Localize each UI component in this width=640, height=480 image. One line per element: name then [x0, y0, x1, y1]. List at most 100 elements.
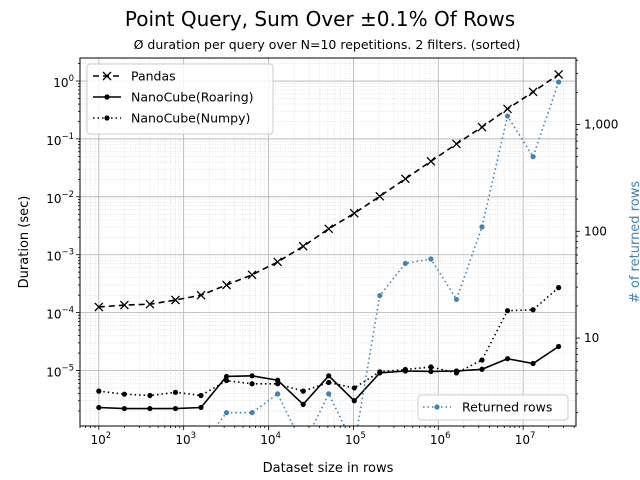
legend-label: Pandas — [131, 69, 176, 84]
legend-label: Returned rows — [462, 400, 552, 415]
data-point — [170, 295, 180, 305]
y-axis-label: Duration (sec) — [17, 196, 32, 289]
data-point — [147, 392, 153, 399]
legend-returned-rows: Returned rows — [417, 394, 569, 421]
x-tick-label: 102 — [90, 431, 111, 447]
chart-title: Point Query, Sum Over ±0.1% Of Rows — [125, 7, 515, 31]
data-point — [121, 405, 127, 412]
data-point — [249, 410, 255, 416]
data-point — [223, 377, 230, 384]
y-tick-label: 100 — [53, 74, 74, 90]
y-tick-label: 10−2 — [46, 190, 74, 206]
x-tick-label: 103 — [175, 431, 196, 447]
data-point — [351, 385, 357, 391]
data-point — [428, 368, 434, 375]
data-point — [426, 156, 436, 166]
legend-main: Pandas NanoCube(Roaring) NanoCube(Numpy) — [86, 63, 274, 135]
data-point — [349, 208, 359, 218]
y2-tick-label: 1,000 — [584, 118, 618, 132]
data-point — [451, 139, 461, 149]
data-point — [479, 366, 485, 372]
data-point — [528, 87, 538, 97]
data-point — [453, 296, 460, 303]
data-point — [530, 154, 536, 160]
series-layer — [94, 69, 564, 426]
data-point — [326, 391, 332, 397]
data-point — [273, 257, 283, 267]
data-point — [554, 69, 564, 79]
y-axis: 10−5 10−4 10−3 10−2 10−1 100 — [46, 63, 80, 412]
data-point — [503, 104, 512, 114]
data-point — [223, 410, 230, 416]
series-1 — [96, 343, 562, 412]
legend-marker — [104, 115, 110, 121]
data-point — [275, 381, 281, 387]
x-tick-label: 105 — [345, 431, 366, 447]
y2-axis-label: # of returned rows — [628, 181, 640, 303]
data-point — [121, 391, 127, 397]
data-point — [428, 364, 434, 370]
data-point — [249, 381, 255, 387]
data-point — [556, 285, 562, 291]
x-tick-label: 106 — [430, 431, 451, 447]
chart-subtitle: Ø duration per query over N=10 repetitio… — [134, 37, 521, 52]
data-point — [326, 373, 332, 379]
data-point — [453, 370, 460, 376]
data-point — [119, 300, 129, 310]
data-point — [556, 343, 562, 350]
data-point — [196, 290, 206, 300]
legend-rows-box — [417, 394, 569, 421]
data-point — [96, 404, 102, 411]
data-point — [479, 224, 485, 230]
data-point — [530, 307, 536, 313]
data-point — [556, 79, 562, 85]
data-point — [428, 256, 434, 262]
data-point — [222, 280, 232, 290]
data-point — [300, 388, 306, 394]
data-point — [198, 392, 204, 399]
data-point — [96, 388, 102, 394]
data-point — [351, 398, 357, 404]
data-point — [249, 373, 255, 379]
y-tick-label: 10−5 — [46, 364, 74, 380]
data-point — [172, 405, 179, 412]
data-point — [147, 405, 153, 412]
series-0 — [94, 69, 564, 312]
data-point — [504, 113, 511, 119]
data-point — [300, 401, 306, 407]
x-tick-label: 107 — [515, 431, 536, 447]
series-2 — [96, 285, 562, 399]
data-point — [247, 270, 257, 280]
data-point — [402, 260, 408, 267]
data-point — [223, 373, 230, 380]
y2-tick-label: 10 — [584, 331, 599, 345]
data-point — [479, 357, 485, 363]
data-point — [375, 191, 385, 201]
data-point — [145, 299, 155, 309]
data-point — [377, 292, 383, 299]
data-point — [298, 241, 308, 251]
data-point — [172, 389, 179, 395]
legend-label: NanoCube(Numpy) — [131, 111, 250, 126]
y-tick-label: 10−3 — [46, 248, 74, 264]
legend-marker — [102, 71, 112, 81]
legend-marker — [434, 404, 440, 410]
y-tick-label: 10−1 — [46, 132, 74, 148]
data-point — [198, 404, 204, 411]
data-point — [400, 174, 410, 184]
data-point — [275, 377, 281, 383]
legend-label: NanoCube(Roaring) — [131, 90, 254, 105]
x-axis: 102 103 104 105 106 107 — [79, 426, 575, 447]
series-3 — [215, 79, 562, 426]
data-point — [324, 224, 334, 234]
data-point — [504, 356, 511, 362]
data-point — [377, 369, 383, 375]
data-point — [275, 391, 281, 397]
x-axis-label: Dataset size in rows — [263, 461, 394, 476]
data-point — [477, 122, 487, 132]
data-point — [402, 366, 408, 373]
data-point — [530, 360, 536, 367]
data-point — [504, 308, 511, 314]
right-axis: 10 100 1,000 — [576, 59, 618, 414]
